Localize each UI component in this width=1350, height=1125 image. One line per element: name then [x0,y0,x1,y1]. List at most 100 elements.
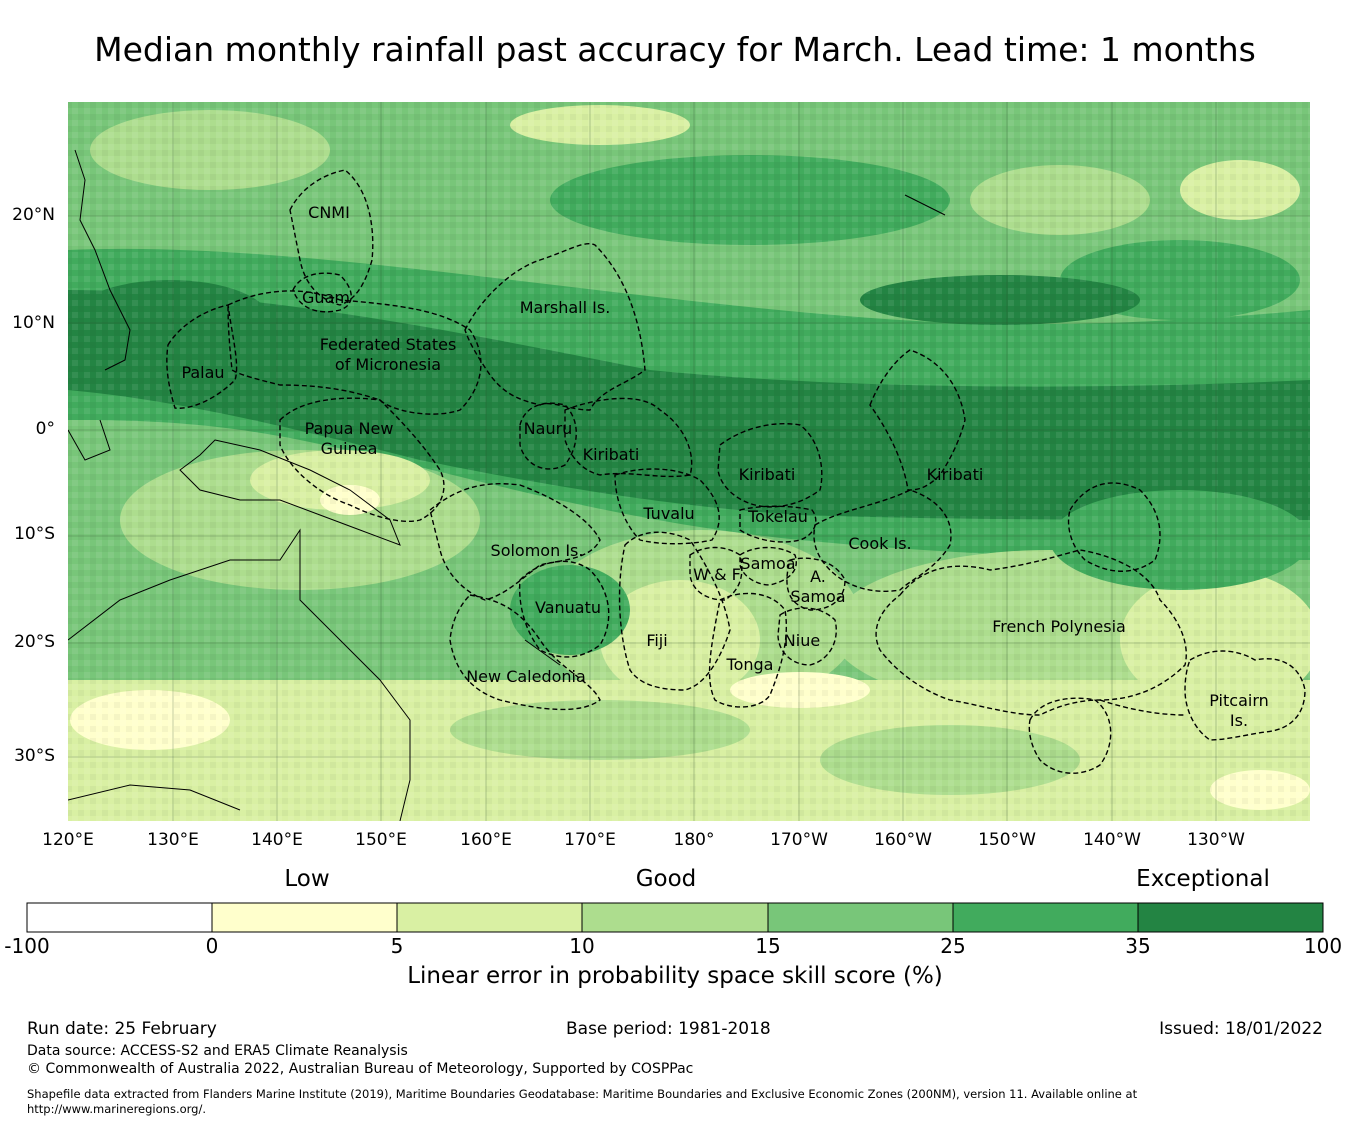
eez-american-samoa [786,557,846,611]
colorbar-segment [953,903,1138,932]
label-french-polynesia: French Polynesia [992,617,1126,636]
label-solomon: Solomon Is. [491,541,584,560]
label-wallis-futuna: W & F [693,565,741,584]
lon-tick-label: 180° [673,830,715,850]
category-exceptional: Exceptional [1136,866,1270,892]
label-pitcairn: Pitcairn Is. [1209,691,1269,730]
lon-tick-label: 140°E [251,830,303,850]
coast-new-guinea [179,439,401,546]
eez-austral [1028,697,1112,774]
colorbar-segment [1138,903,1323,932]
eez-pitcairn [1184,650,1306,741]
label-kiribati-line: Kiribati [927,465,984,484]
region-labels: CNMI Guam Marshall Is. Federated States o… [181,203,1268,730]
eez-kiribati-gilbert [564,397,693,478]
lat-tick-label: 10°N [12,313,55,333]
eez-fiji [618,531,731,691]
label-guam: Guam [302,288,350,307]
lon-tick-label: 150°W [978,830,1036,850]
eez-french-polynesia-east [1067,482,1161,572]
label-tuvalu: Tuvalu [642,504,694,523]
lon-tick-label: 160°E [460,830,512,850]
colorbar-label: Linear error in probability space skill … [407,963,943,989]
eez-cnmi [289,169,374,306]
colorbar-tick: 10 [569,934,595,958]
eez-solomon [429,483,601,601]
coast-new-caledonia [524,639,561,666]
eez-guam [292,272,352,313]
colorbar-tick: 35 [1125,934,1151,958]
eez-fp-south [1099,699,1186,716]
label-vanuatu: Vanuatu [535,598,601,617]
lon-tick-label: 150°E [355,830,407,850]
eez-boundaries [166,169,1306,774]
label-png: Papua New Guinea [305,419,394,458]
eez-marshall [464,243,646,411]
colorbar-segment [27,903,212,932]
label-kiribati-phoenix: Kiribati [739,465,796,484]
eez-png [279,397,445,522]
label-nauru: Nauru [524,419,573,438]
colorbar-segment [582,903,768,932]
eez-niue [777,607,837,666]
eez-fsm [227,290,482,415]
lat-tick-label: 20°N [12,205,55,225]
eez-palau [166,304,238,409]
gridlines [68,102,1310,821]
eez-french-polynesia [875,549,1187,716]
colorbar-tick: 5 [390,934,404,958]
lat-tick-label: 30°S [14,746,55,766]
label-niue: Niue [784,631,820,650]
lat-tick-label: 20°S [14,632,55,652]
colorbar-tick: -100 [4,934,50,958]
colorbar-outline [26,902,1324,933]
colorbar-segment [212,903,397,932]
lon-tick-label: 130°W [1187,830,1245,850]
skill-map: CNMI Guam Marshall Is. Federated States o… [68,102,1310,821]
issued-date: Issued: 18/01/2022 [1159,1019,1323,1039]
lon-tick-label: 170°E [564,830,616,850]
base-period: Base period: 1981-2018 [566,1019,771,1039]
colorbar-segment [768,903,953,932]
coast-hawaii [904,194,946,216]
label-marshall: Marshall Is. [520,298,611,317]
eez-vanuatu [518,560,610,658]
coast-borneo [68,419,111,461]
eez-tokelau [739,505,817,543]
page-title: Median monthly rainfall past accuracy fo… [94,30,1256,69]
lon-tick-label: 140°W [1083,830,1141,850]
data-source: Data source: ACCESS-S2 and ERA5 Climate … [27,1043,408,1059]
label-fiji: Fiji [646,631,667,650]
label-fsm: Federated States of Micronesia [320,335,457,374]
category-good: Good [635,866,697,892]
lon-tick-label: 120°E [42,830,94,850]
label-samoa: Samoa [740,554,795,573]
eez-samoa [739,546,797,586]
run-date: Run date: 25 February [27,1019,217,1039]
label-palau: Palau [181,363,224,382]
eez-wallis-futuna [689,546,743,601]
coast-philippines [74,149,131,371]
coastlines [68,149,946,821]
lat-tick-label: 0° [35,419,55,439]
lon-tick-label: 170°W [770,830,828,850]
coast-australia [68,528,411,821]
category-low: Low [284,866,330,892]
skill-field: CNMI Guam Marshall Is. Federated States o… [68,102,1310,821]
shapefile-credit: Shapefile data extracted from Flanders M… [27,1087,1138,1116]
eez-tuvalu [614,468,720,545]
label-new-caledonia: New Caledonia [466,667,586,686]
lat-tick-label: 10°S [14,524,55,544]
colorbar-segment [397,903,582,932]
eez-nauru [519,402,577,470]
colorbar-tick: 100 [1303,934,1343,958]
colorbar-tick: 0 [205,934,219,958]
eez-new-caledonia [449,594,601,711]
label-kiribati-gilbert: Kiribati [583,445,640,464]
label-cnmi: CNMI [308,203,350,222]
label-tonga: Tonga [726,655,774,674]
label-cook: Cook Is. [848,534,911,553]
eez-kiribati-line [869,349,966,491]
lon-tick-label: 160°W [874,830,932,850]
copyright: © Commonwealth of Australia 2022, Austra… [27,1061,694,1077]
